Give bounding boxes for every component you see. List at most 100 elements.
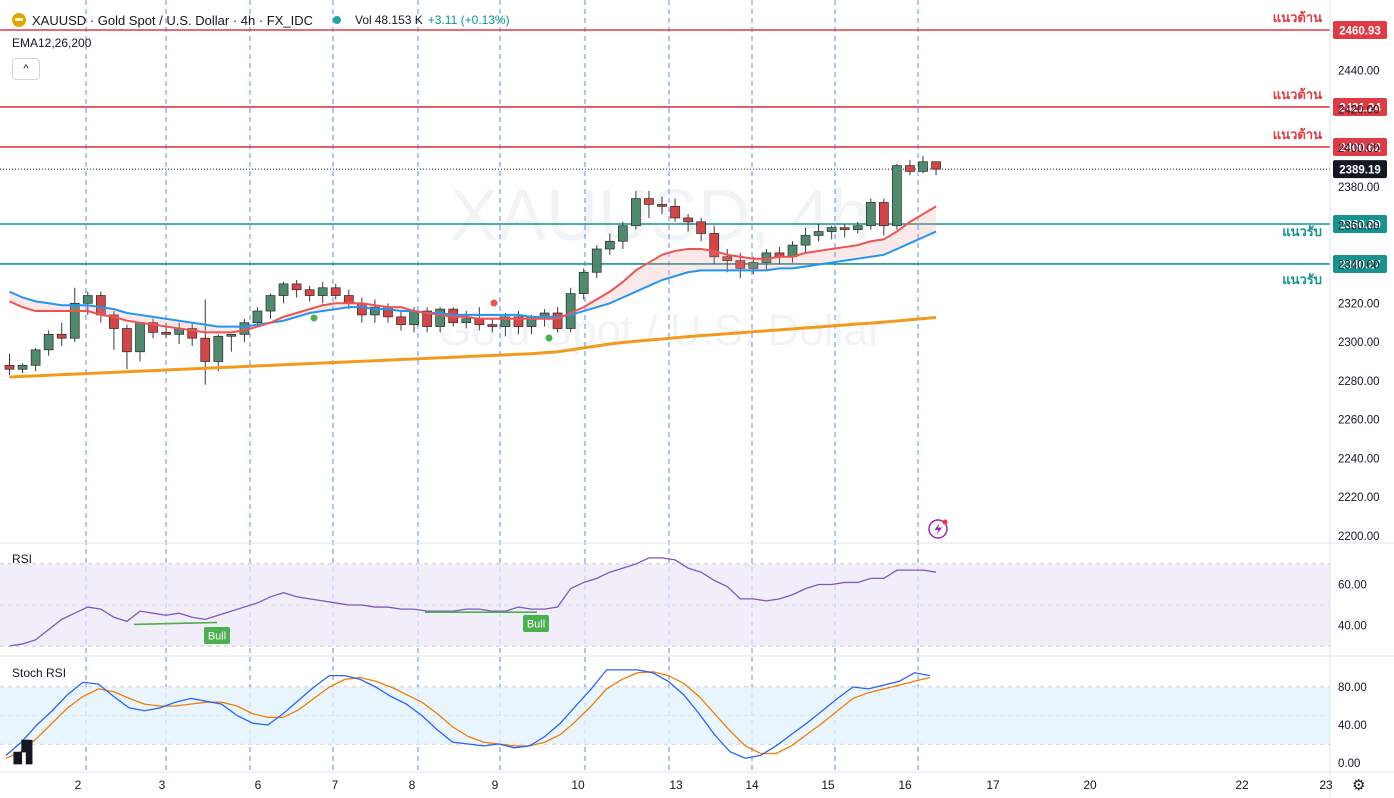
candle-body xyxy=(683,217,693,223)
price-level-label: แนวต้าน xyxy=(1273,10,1322,25)
candle-body xyxy=(30,349,41,366)
price-tag-label: 2340.27 xyxy=(1339,259,1381,271)
candle-body xyxy=(513,316,524,327)
time-axis-tick: 20 xyxy=(1083,778,1097,792)
price-axis-tick: 2260.00 xyxy=(1338,415,1380,427)
bull-badge xyxy=(204,627,230,644)
candle-body xyxy=(578,271,589,294)
candle-body xyxy=(735,260,746,269)
tradingview-logo-icon[interactable]: ▞▍ xyxy=(14,742,42,764)
time-axis-tick: 14 xyxy=(745,778,759,792)
candle-body xyxy=(409,310,419,325)
candle-body xyxy=(278,283,289,296)
candle-body xyxy=(435,308,445,327)
symbol-header[interactable]: XAUUSD · Gold Spot / U.S. Dollar · 4h · … xyxy=(12,10,510,30)
candle-body xyxy=(852,225,863,230)
candle-body xyxy=(43,333,54,351)
lightning-icon[interactable] xyxy=(928,519,948,539)
stoch-axis-tick: 80.00 xyxy=(1338,682,1367,694)
price-axis-tick: 2400.00 xyxy=(1338,143,1380,155)
price-axis-tick: 2320.00 xyxy=(1338,298,1380,310)
symbol-title[interactable]: XAUUSD · Gold Spot / U.S. Dollar · 4h · … xyxy=(32,12,314,28)
stoch-d-line xyxy=(5,671,931,759)
ema26-line xyxy=(9,230,937,328)
settings-icon[interactable]: ⚙ xyxy=(1352,777,1366,794)
candle-body xyxy=(709,233,720,258)
collapse-legend-button[interactable]: ^ xyxy=(12,58,40,80)
candle-body xyxy=(696,221,707,234)
gold-logo-icon xyxy=(12,13,26,27)
price-axis-tick: 2200.00 xyxy=(1338,531,1380,543)
time-axis-tick: 6 xyxy=(255,778,262,792)
signal-dot xyxy=(310,314,318,322)
price-axis-tick: 2340.00 xyxy=(1338,260,1380,272)
candle-body xyxy=(657,204,667,207)
candle-body xyxy=(265,295,276,312)
candle-body xyxy=(291,283,302,291)
indicator-legend[interactable]: EMA12,26,200 xyxy=(12,36,92,50)
chevron-up-icon: ^ xyxy=(23,63,29,75)
price-axis-tick: 2440.00 xyxy=(1338,66,1380,78)
time-axis-tick: 10 xyxy=(571,778,585,792)
candle-body xyxy=(109,314,119,329)
stoch-rsi-plot xyxy=(5,669,931,759)
candle-body xyxy=(839,227,850,230)
candle-body xyxy=(317,287,328,296)
candle-body xyxy=(500,316,511,327)
stoch-title[interactable]: Stoch RSI xyxy=(12,666,67,680)
candle-body xyxy=(905,165,915,172)
rsi-axis-tick: 40.00 xyxy=(1338,621,1367,633)
candle-body xyxy=(200,337,211,362)
divergence-line xyxy=(133,621,218,626)
time-axis-tick: 7 xyxy=(332,778,339,792)
price-level-label: แนวต้าน xyxy=(1273,87,1322,102)
candle-body xyxy=(865,202,876,227)
stoch-axis-tick: 0.00 xyxy=(1338,758,1360,770)
price-axis: 2460.93 2421.24 2400.62 2360.89 2340.27 2389.… xyxy=(1333,21,1387,770)
candle-body xyxy=(878,202,889,227)
candle-body xyxy=(82,295,93,304)
candle-body xyxy=(552,312,563,329)
candle-body xyxy=(304,289,315,296)
candle-body xyxy=(4,364,15,370)
candle-body xyxy=(892,165,902,227)
price-tag-label: 2460.93 xyxy=(1339,26,1381,38)
price-axis-tick: 2240.00 xyxy=(1338,453,1380,465)
last-price-label: 2389.19 xyxy=(1339,165,1381,177)
candle-body xyxy=(226,333,237,337)
volume-label: Vol xyxy=(355,13,372,27)
candle-body xyxy=(396,316,406,325)
time-axis-tick: 17 xyxy=(986,778,1000,792)
candle-body xyxy=(461,318,472,324)
watermark-name: Gold Spot / U.S. Dollar xyxy=(437,306,882,355)
candle-body xyxy=(252,310,263,324)
signal-dot xyxy=(545,334,553,342)
price-tag xyxy=(1333,137,1387,156)
watermark-symbol: XAUUSD, 4h xyxy=(450,176,870,256)
price-axis-tick: 2220.00 xyxy=(1338,492,1380,504)
price-tag xyxy=(1333,214,1387,233)
candle-body xyxy=(330,287,341,296)
price-axis-tick: 2380.00 xyxy=(1338,182,1380,194)
candle-body xyxy=(617,225,628,242)
candle-body xyxy=(813,231,824,236)
time-axis-tick: 9 xyxy=(492,778,499,792)
price-level-label: แนวรับ xyxy=(1282,272,1322,287)
price-tag xyxy=(1333,254,1387,273)
time-axis-tick: 23 xyxy=(1319,778,1333,792)
rsi-plot: Bull Bull xyxy=(9,557,937,647)
price-axis-tick: 2300.00 xyxy=(1338,337,1380,349)
volume-value: 48.153 K xyxy=(374,13,423,27)
candle-body xyxy=(591,248,602,273)
ema200-line xyxy=(9,315,937,379)
candle-body xyxy=(644,198,654,205)
candle-body xyxy=(161,332,171,335)
time-axis-tick: 13 xyxy=(669,778,683,792)
candle-body xyxy=(148,322,158,333)
bull-badge xyxy=(523,615,549,632)
price-change: +3.11 (+0.13%) xyxy=(427,13,510,27)
rsi-title[interactable]: RSI xyxy=(12,552,33,566)
candle-body xyxy=(604,240,615,250)
